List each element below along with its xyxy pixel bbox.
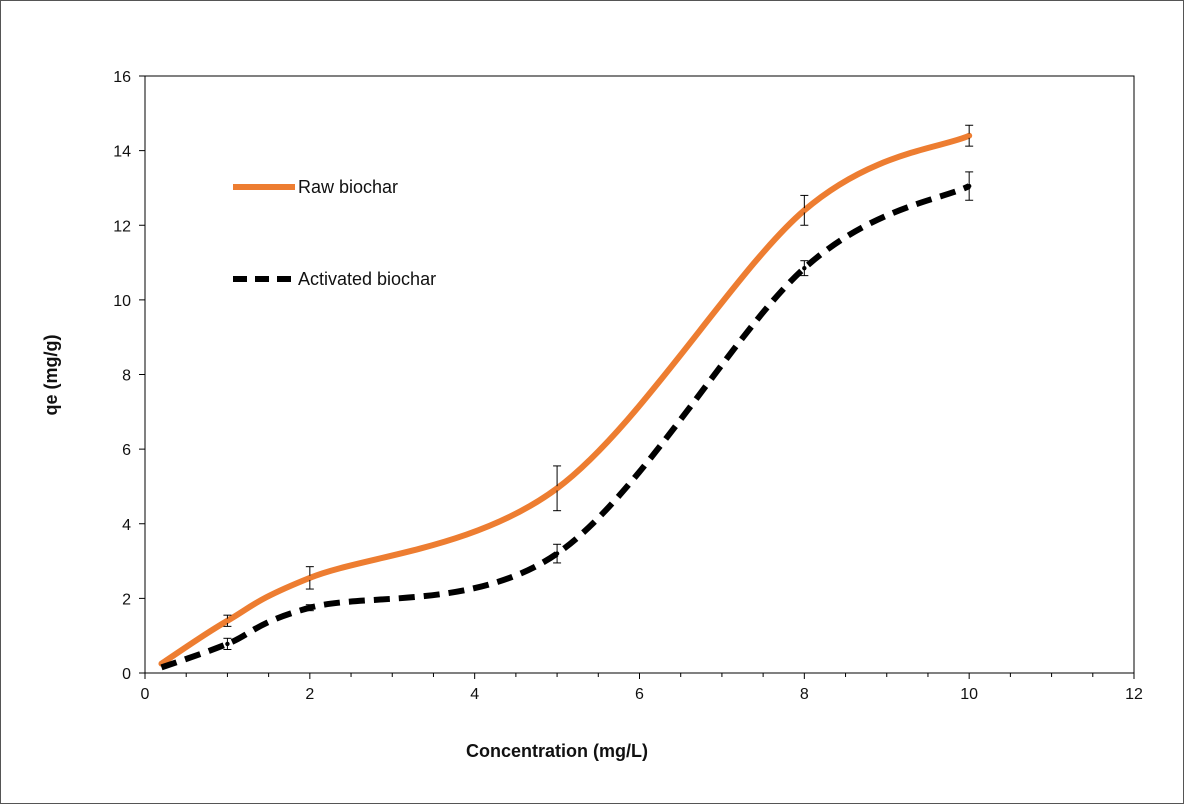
x-tick-label: 12 bbox=[1125, 686, 1143, 703]
x-tick-label: 10 bbox=[960, 686, 978, 703]
data-point bbox=[225, 618, 230, 623]
x-tick-label: 0 bbox=[141, 686, 150, 703]
x-tick-label: 2 bbox=[305, 686, 314, 703]
x-axis-title: Concentration (mg/L) bbox=[466, 741, 648, 761]
y-tick-label: 6 bbox=[122, 442, 131, 459]
data-point bbox=[802, 208, 807, 213]
legend-label-raw-biochar: Raw biochar bbox=[298, 177, 398, 197]
legend-label-activated-biochar: Activated biochar bbox=[298, 269, 436, 289]
y-tick-label: 4 bbox=[122, 517, 131, 534]
y-tick-label: 12 bbox=[113, 218, 131, 235]
y-tick-label: 16 bbox=[113, 69, 131, 86]
x-tick-label: 8 bbox=[800, 686, 809, 703]
data-point bbox=[802, 265, 807, 271]
x-tick-label: 4 bbox=[470, 686, 479, 703]
series-line-0 bbox=[158, 132, 973, 667]
data-point bbox=[554, 551, 560, 556]
data-point bbox=[554, 486, 560, 491]
x-tick-label: 6 bbox=[635, 686, 644, 703]
y-tick-label: 10 bbox=[113, 293, 131, 310]
data-point bbox=[307, 605, 313, 610]
error-bars bbox=[223, 124, 974, 650]
y-tick-label: 8 bbox=[122, 368, 131, 385]
y-tick-label: 0 bbox=[122, 666, 131, 683]
series-layer bbox=[158, 132, 973, 671]
y-axis-title: qe (mg/g) bbox=[41, 335, 61, 416]
y-tick-label: 2 bbox=[122, 591, 131, 608]
y-tick-label: 14 bbox=[113, 144, 131, 161]
ticks: 0 2 4 6 8 10 12 0 2 4 6 8 10 12 14 16 bbox=[113, 69, 1143, 703]
series-line-1 bbox=[160, 183, 971, 671]
data-point bbox=[966, 133, 972, 138]
data-point bbox=[307, 575, 313, 581]
legend: Raw biochar Activated biochar bbox=[233, 177, 436, 289]
data-point bbox=[225, 641, 230, 647]
data-point bbox=[966, 183, 972, 189]
